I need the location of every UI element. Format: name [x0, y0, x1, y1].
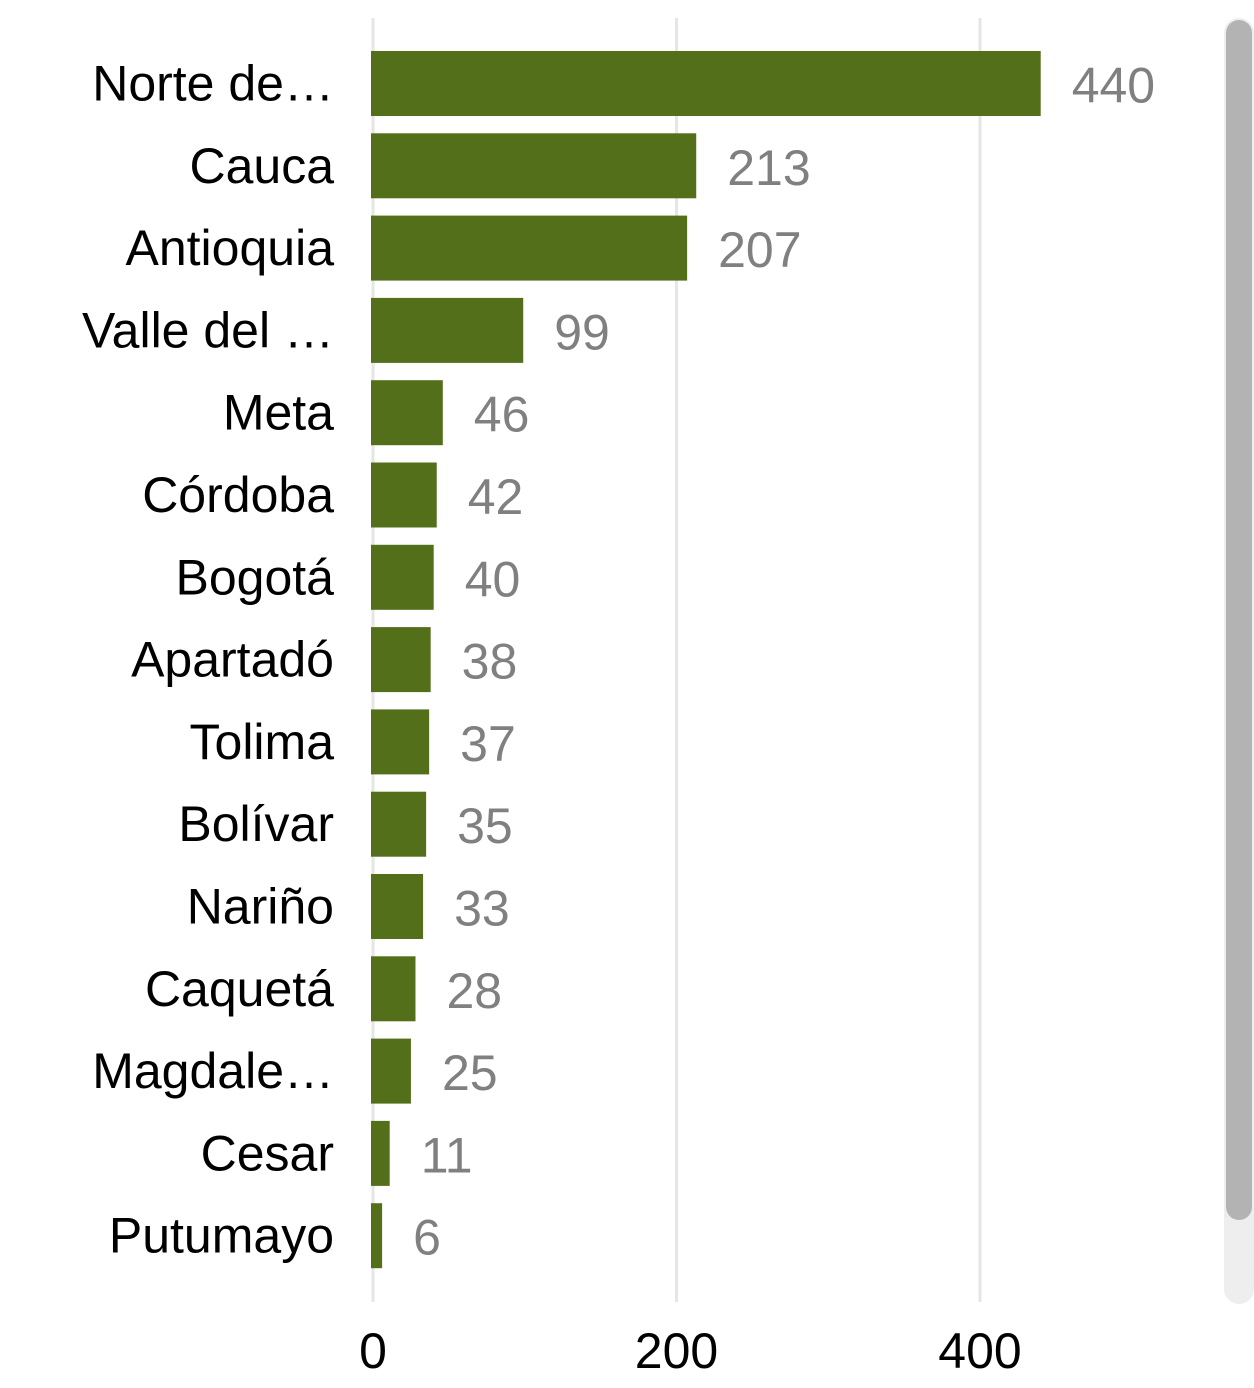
- x-tick-label-1: 200: [635, 1323, 718, 1379]
- value-label-7: 38: [462, 634, 518, 690]
- category-label-7: Apartadó: [131, 632, 334, 688]
- bar-11: [371, 956, 416, 1022]
- value-label-4: 46: [474, 387, 530, 443]
- category-label-6: Bogotá: [176, 549, 335, 605]
- bar-6: [371, 544, 434, 610]
- value-label-0: 440: [1072, 58, 1155, 114]
- bar-8: [371, 709, 430, 775]
- category-label-4: Meta: [223, 385, 334, 441]
- value-label-6: 40: [465, 551, 521, 607]
- bar-7: [371, 627, 431, 693]
- x-tick-label-0: 0: [359, 1323, 387, 1379]
- bar-14: [371, 1203, 383, 1269]
- value-label-9: 35: [457, 798, 513, 854]
- category-label-8: Tolima: [190, 714, 335, 770]
- value-label-11: 28: [446, 963, 502, 1019]
- x-tick-label-2: 400: [938, 1323, 1021, 1379]
- value-label-10: 33: [454, 881, 510, 937]
- bar-3: [371, 297, 524, 363]
- category-label-14: Putumayo: [109, 1208, 334, 1264]
- category-label-1: Cauca: [189, 138, 334, 194]
- bar-4: [371, 380, 443, 446]
- bar-2: [371, 215, 688, 281]
- category-label-12: Magdale…: [92, 1043, 334, 1099]
- value-label-3: 99: [554, 304, 610, 360]
- value-label-13: 11: [421, 1127, 473, 1183]
- category-label-3: Valle del …: [82, 302, 334, 358]
- value-label-14: 6: [413, 1210, 441, 1266]
- category-label-5: Córdoba: [142, 467, 334, 523]
- value-label-1: 213: [727, 140, 810, 196]
- category-label-13: Cesar: [201, 1125, 334, 1181]
- category-label-2: Antioquia: [126, 220, 335, 276]
- category-label-10: Nariño: [187, 879, 334, 935]
- bar-10: [371, 874, 424, 939]
- bar-0: [371, 51, 1041, 116]
- bar-9: [371, 791, 427, 857]
- bar-1: [371, 133, 697, 199]
- value-label-12: 25: [442, 1045, 498, 1101]
- bar-13: [371, 1120, 390, 1186]
- bar-12: [371, 1038, 411, 1104]
- value-label-2: 207: [718, 222, 801, 278]
- scrollbar-thumb[interactable]: [1226, 20, 1252, 1220]
- value-label-8: 37: [460, 716, 516, 772]
- category-label-0: Norte de…: [92, 56, 334, 112]
- bar-5: [371, 462, 437, 528]
- value-label-5: 42: [468, 469, 524, 525]
- category-label-9: Bolívar: [178, 796, 334, 852]
- category-label-11: Caquetá: [145, 961, 334, 1017]
